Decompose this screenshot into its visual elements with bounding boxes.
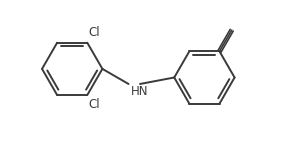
Text: Cl: Cl: [89, 26, 100, 39]
Text: Cl: Cl: [89, 98, 100, 111]
Text: HN: HN: [131, 85, 148, 98]
